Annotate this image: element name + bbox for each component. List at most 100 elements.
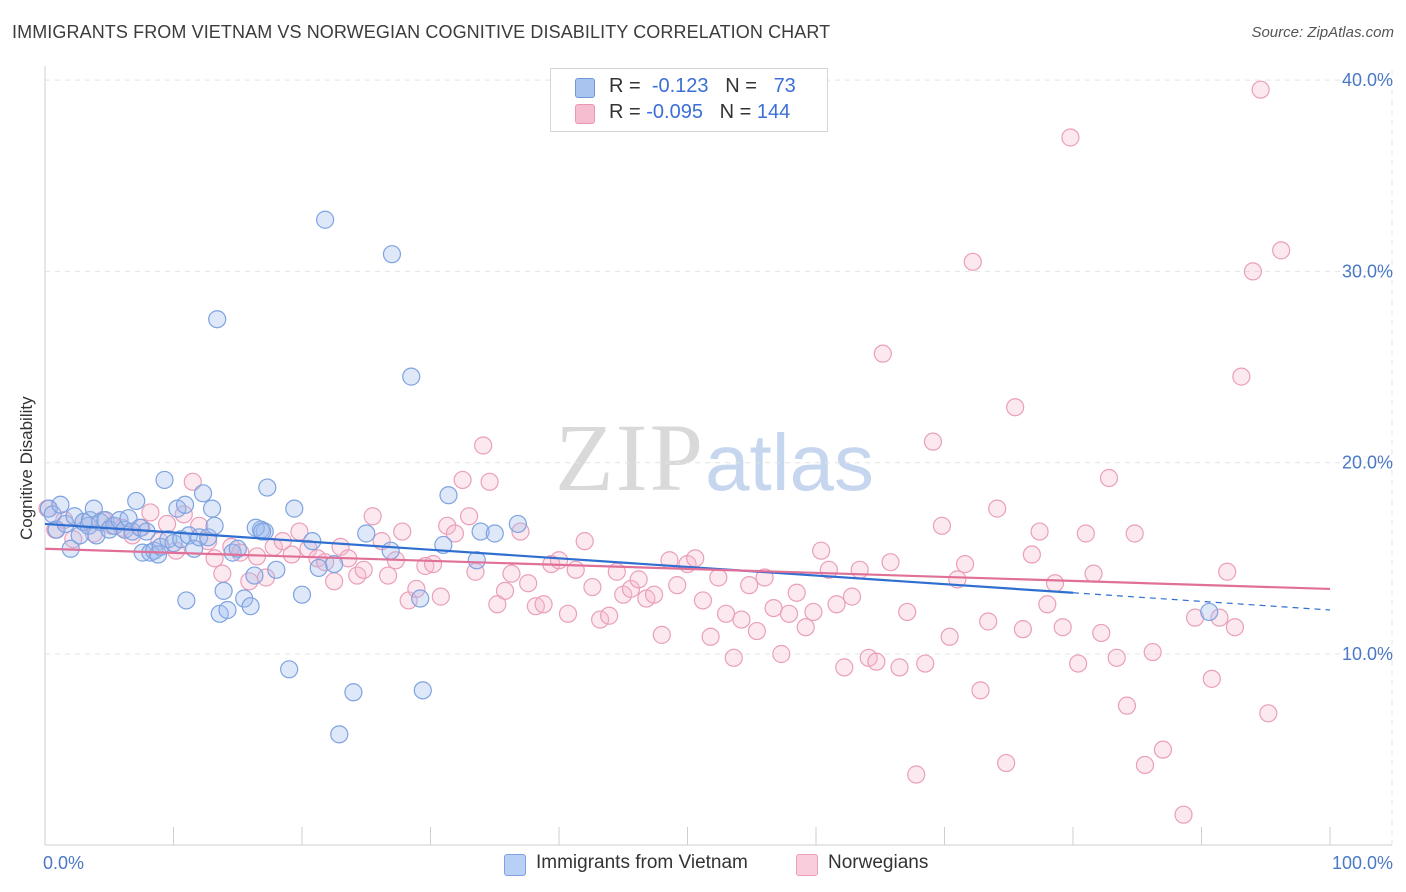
point-norwegians (1038, 595, 1057, 614)
point-norwegians (423, 554, 443, 574)
point-norwegians (772, 644, 791, 664)
point-immigrants-from-vietnam (199, 528, 218, 547)
point-immigrants-from-vietnam (413, 681, 432, 700)
point-norwegians (997, 753, 1016, 773)
point-norwegians (621, 579, 641, 599)
point-norwegians (549, 551, 569, 570)
point-immigrants-from-vietnam (267, 560, 286, 579)
point-norwegians (779, 604, 799, 623)
point-immigrants-from-vietnam (280, 660, 299, 679)
point-norwegians (488, 595, 507, 614)
point-norwegians (600, 606, 619, 625)
point-norwegians (916, 654, 935, 673)
point-norwegians (842, 587, 862, 606)
point-norwegians (796, 618, 815, 637)
point-norwegians (1202, 669, 1221, 688)
x-tick-label-min: 0.0% (43, 853, 84, 873)
point-immigrants-from-vietnam (177, 591, 196, 610)
point-norwegians (1069, 654, 1088, 673)
point-norwegians (354, 560, 373, 579)
point-immigrants-from-vietnam (43, 505, 62, 524)
point-norwegians (1022, 545, 1041, 564)
point-immigrants-from-vietnam (471, 522, 490, 541)
point-immigrants-from-vietnam (205, 516, 224, 535)
point-norwegians (932, 516, 952, 535)
point-norwegians (495, 581, 515, 600)
point-immigrants-from-vietnam (193, 484, 213, 503)
point-norwegians (534, 595, 553, 614)
point-norwegians (1084, 564, 1103, 583)
point-norwegians (1153, 740, 1173, 759)
point-norwegians (474, 436, 493, 455)
point-norwegians (732, 610, 751, 629)
point-immigrants-from-vietnam (105, 516, 124, 535)
point-norwegians (325, 572, 344, 591)
point-norwegians (407, 579, 426, 599)
point-norwegians (804, 602, 823, 622)
point-norwegians (591, 610, 610, 629)
point-immigrants-from-vietnam (434, 535, 453, 555)
point-immigrants-from-vietnam (402, 367, 421, 386)
point-norwegians (1030, 522, 1049, 541)
y-tick-label: 10.0% (1342, 644, 1393, 664)
point-norwegians (445, 524, 465, 543)
tick-labels: 10.0% 20.0% 30.0% 40.0% 0.0% 100.0% (43, 70, 1393, 873)
correlation-legend: R = -0.123 N = 73 R = -0.095 N = 144 (550, 68, 828, 132)
point-norwegians (157, 514, 177, 534)
point-norwegians (907, 765, 926, 784)
point-norwegians (835, 658, 854, 677)
point-norwegians (652, 625, 671, 644)
point-norwegians (827, 595, 846, 614)
point-norwegians (393, 522, 412, 541)
chart-title: IMMIGRANTS FROM VIETNAM VS NORWEGIAN COG… (12, 22, 831, 42)
trend-line-immigrants-from-vietnam (44, 522, 1074, 594)
point-immigrants-from-vietnam (127, 491, 146, 511)
point-norwegians (141, 503, 160, 522)
point-norwegians (1099, 468, 1119, 488)
point-norwegians (1013, 620, 1032, 639)
point-norwegians (558, 604, 578, 623)
point-norwegians (213, 564, 232, 583)
point-norwegians (1125, 524, 1144, 543)
point-norwegians (701, 627, 720, 646)
point-norwegians (1259, 704, 1278, 723)
point-immigrants-from-vietnam (439, 486, 458, 505)
point-immigrants-from-vietnam (228, 539, 247, 558)
point-norwegians (898, 602, 917, 622)
axes (44, 66, 1392, 846)
point-norwegians (1243, 262, 1263, 281)
point-immigrants-from-vietnam (411, 589, 430, 608)
point-norwegians (583, 577, 602, 597)
trend-lines (44, 522, 1331, 611)
trend-extension-immigrants-from-vietnam (1072, 592, 1331, 611)
point-norwegians (1143, 642, 1162, 662)
point-immigrants-from-vietnam (292, 585, 312, 604)
point-norwegians (566, 560, 585, 579)
point-immigrants-from-vietnam (245, 566, 264, 585)
point-immigrants-from-vietnam (155, 470, 174, 490)
data-points (38, 80, 1291, 824)
point-immigrants-from-vietnam (508, 514, 527, 534)
point-norwegians (724, 648, 743, 667)
point-norwegians (1232, 367, 1251, 386)
point-norwegians (955, 554, 975, 574)
point-norwegians (282, 545, 301, 564)
point-norwegians (979, 612, 998, 631)
x-tick-label-max: 100.0% (1332, 853, 1393, 873)
grid-lines (45, 70, 1393, 845)
point-norwegians (1092, 623, 1111, 643)
point-norwegians (378, 566, 398, 585)
source-label: Source: ZipAtlas.com (1251, 24, 1394, 41)
point-immigrants-from-vietnam (330, 725, 349, 744)
legend-swatch-norwegians (575, 104, 595, 124)
point-immigrants-from-vietnam (258, 478, 277, 497)
point-immigrants-from-vietnam (357, 524, 376, 543)
point-norwegians (1135, 755, 1155, 775)
point-norwegians (890, 658, 909, 677)
point-norwegians (431, 587, 450, 606)
y-tick-label: 20.0% (1342, 453, 1393, 473)
point-norwegians (686, 549, 705, 568)
point-norwegians (629, 570, 648, 589)
point-norwegians (764, 598, 783, 618)
point-norwegians (940, 627, 959, 646)
